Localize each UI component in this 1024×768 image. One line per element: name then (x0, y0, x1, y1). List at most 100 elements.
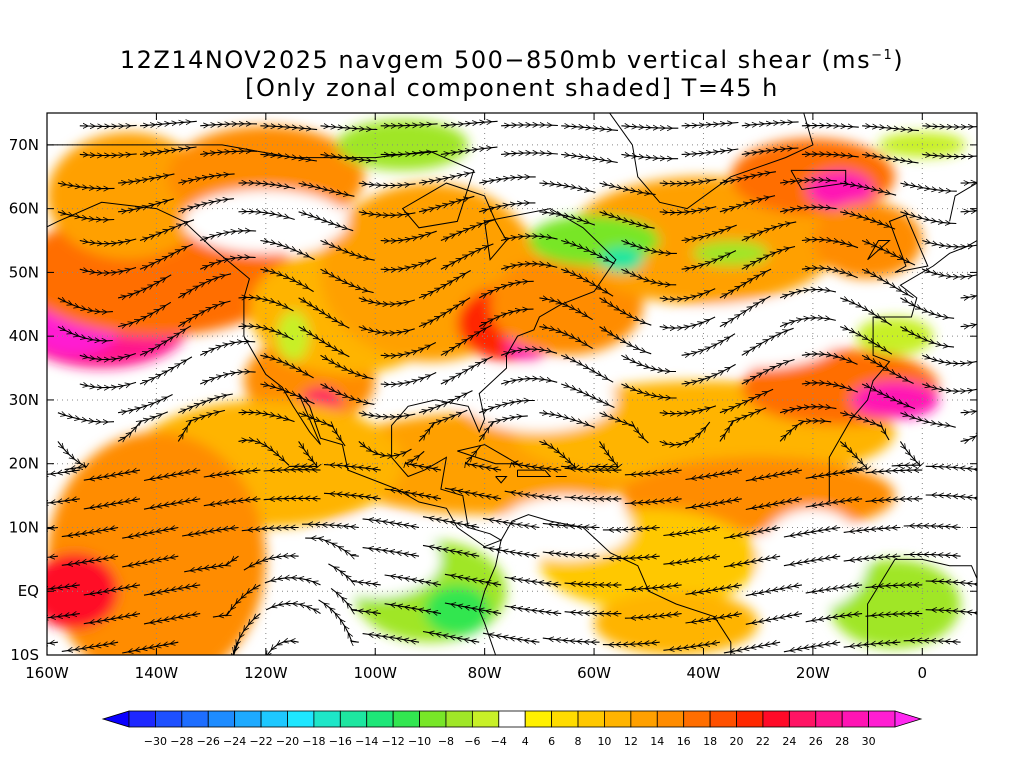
streamline (320, 241, 375, 261)
streamline (47, 585, 80, 591)
streamline (422, 632, 480, 643)
streamline (501, 153, 558, 155)
streamline (241, 528, 299, 531)
streamline (440, 219, 495, 241)
streamline (663, 556, 720, 564)
streamline (840, 413, 890, 441)
streamline (500, 349, 558, 355)
colorbar-label: 6 (548, 735, 555, 748)
colorbar-swatch (445, 710, 473, 728)
colorbar-swatch (339, 710, 368, 728)
streamline (57, 183, 115, 189)
colorbar-swatch (471, 710, 500, 728)
streamline (263, 498, 321, 499)
colorbar-label: −4 (491, 735, 507, 748)
streamline (260, 241, 315, 261)
colorbar-label: −26 (197, 735, 220, 748)
streamline (539, 183, 596, 193)
streamline (723, 556, 781, 567)
streamline (539, 298, 593, 321)
streamline (139, 147, 197, 154)
streamline (143, 614, 201, 624)
coastline (47, 144, 617, 548)
streamline (117, 411, 169, 442)
colorbar-label: −30 (144, 735, 167, 748)
streamline (685, 614, 742, 623)
streamline (380, 372, 437, 385)
lon-tick-label: 140W (135, 664, 179, 682)
streamline (230, 613, 261, 655)
title-line1-text: 12Z14NOV2025 navgem 500−850mb vertical s… (119, 46, 872, 74)
streamline (599, 327, 652, 355)
streamline (380, 257, 437, 270)
streamline (900, 298, 955, 318)
streamline (922, 126, 977, 127)
streamline (745, 499, 803, 510)
colorbar-label: −14 (355, 735, 378, 748)
streamline (418, 195, 475, 212)
streamline (900, 212, 957, 224)
streamline (200, 151, 258, 154)
streamline (143, 499, 201, 509)
streamline (960, 399, 977, 413)
streamline (57, 413, 115, 422)
streamline (238, 212, 295, 221)
streamline (83, 470, 141, 480)
colorbar-swatch (155, 710, 183, 728)
streamline (79, 266, 137, 274)
streamline (380, 230, 437, 241)
lat-tick-label: 70N (9, 136, 39, 154)
colorbar-label: −22 (249, 735, 272, 748)
streamline (298, 183, 355, 196)
streamline (922, 384, 977, 391)
streamline (561, 154, 618, 162)
colorbar-label: 26 (809, 735, 823, 748)
streamline (318, 599, 359, 642)
streamline (47, 528, 58, 532)
streamline (599, 298, 652, 326)
streamline (238, 297, 294, 312)
lon-tick-label: 0 (918, 664, 928, 682)
streamline (83, 499, 141, 509)
coastline (949, 182, 977, 222)
streamline (745, 614, 802, 625)
colorbar-swatch (392, 710, 420, 728)
streamline (122, 642, 179, 653)
streamline (900, 413, 956, 428)
streamline (681, 250, 737, 270)
streamline (840, 298, 893, 326)
streamline (602, 528, 660, 530)
lat-tick-label: 60N (9, 200, 39, 218)
streamline (779, 290, 837, 298)
streamline (444, 603, 502, 614)
colorbar-swatch (762, 710, 790, 728)
colorbar-label: 24 (782, 735, 796, 748)
streamline (861, 269, 914, 299)
streamline (843, 528, 901, 533)
streamline (358, 413, 416, 417)
streamline (358, 440, 412, 456)
streamline (779, 421, 832, 442)
streamline (238, 183, 296, 189)
chart-title-line1: 12Z14NOV2025 navgem 500−850mb vertical s… (0, 46, 1024, 74)
colorbar-label: −8 (438, 735, 454, 748)
streamline (922, 269, 977, 277)
streamline (861, 241, 916, 266)
streamline (900, 183, 957, 191)
streamline (243, 556, 299, 571)
streamline (621, 154, 679, 158)
streamline (200, 231, 257, 241)
streamline (741, 148, 799, 154)
streamline (745, 585, 802, 596)
lon-tick-label: 80W (468, 664, 502, 682)
streamline (47, 614, 80, 620)
streamline (685, 470, 742, 479)
streamline (960, 279, 977, 298)
streamline (440, 324, 492, 355)
streamline (624, 585, 682, 590)
streamline (801, 383, 858, 393)
streamline (723, 642, 781, 653)
streamline (542, 638, 600, 642)
streamline (320, 154, 378, 161)
streamline (298, 212, 354, 232)
